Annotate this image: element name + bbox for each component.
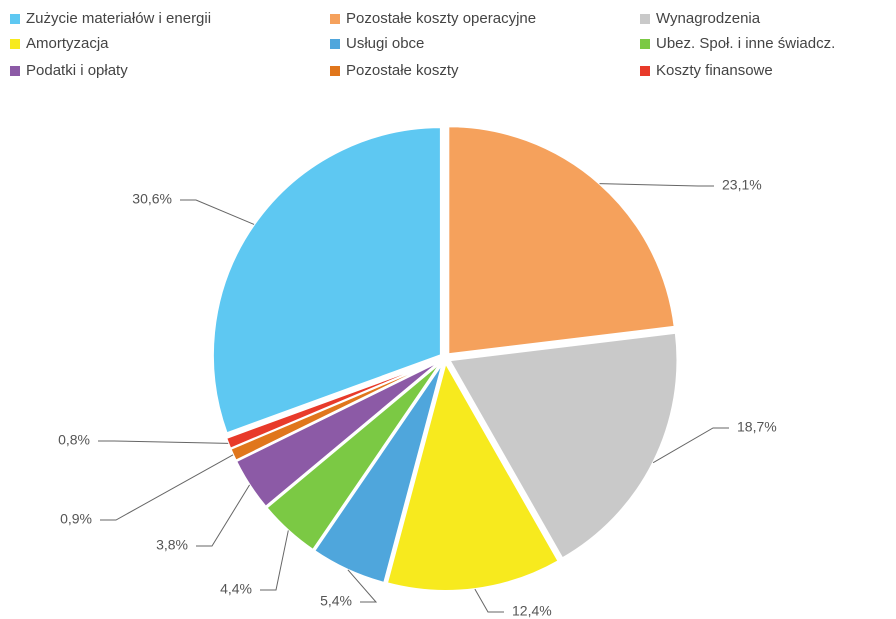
data-label: 23,1% xyxy=(722,177,762,193)
data-label: 5,4% xyxy=(320,593,352,609)
legend-swatch xyxy=(330,14,340,24)
data-label: 0,8% xyxy=(58,432,90,448)
data-label: 3,8% xyxy=(156,537,188,553)
data-label: 30,6% xyxy=(132,191,172,207)
pie-slice xyxy=(447,125,676,356)
data-label: 4,4% xyxy=(220,581,252,597)
leader-line xyxy=(260,530,289,591)
leader-line xyxy=(652,427,729,464)
data-label: 0,9% xyxy=(60,511,92,527)
pie-slice xyxy=(224,358,441,450)
leader-line xyxy=(98,440,229,444)
pie-slice xyxy=(211,126,442,435)
legend-swatch xyxy=(330,39,340,49)
leader-line xyxy=(474,588,504,613)
leader-line xyxy=(347,569,378,603)
data-label: 12,4% xyxy=(512,603,552,619)
legend-label: Pozostałe koszty xyxy=(346,62,459,79)
legend-swatch xyxy=(330,66,340,76)
pie-slice xyxy=(385,360,560,592)
legend-label: Amortyzacja xyxy=(26,35,109,52)
leader-line xyxy=(599,183,714,187)
leader-line xyxy=(180,199,255,225)
data-label: 18,7% xyxy=(737,419,777,435)
legend-swatch xyxy=(640,39,650,49)
legend-swatch xyxy=(10,66,20,76)
legend-swatch xyxy=(640,66,650,76)
legend-label: Koszty finansowe xyxy=(656,62,773,79)
legend-swatch xyxy=(10,14,20,24)
legend-swatch xyxy=(10,39,20,49)
legend-label: Podatki i opłaty xyxy=(26,62,128,79)
legend-label: Zużycie materiałów i energii xyxy=(26,10,211,27)
legend-label: Ubez. Społ. i inne świadcz. xyxy=(656,35,835,52)
legend-label: Wynagrodzenia xyxy=(656,10,761,27)
legend-swatch xyxy=(640,14,650,24)
pie-slice xyxy=(312,361,444,585)
leader-line xyxy=(100,454,234,521)
leader-line xyxy=(196,484,251,547)
legend-label: Pozostałe koszty operacyjne xyxy=(346,10,536,27)
legend-label: Usługi obce xyxy=(346,35,424,52)
